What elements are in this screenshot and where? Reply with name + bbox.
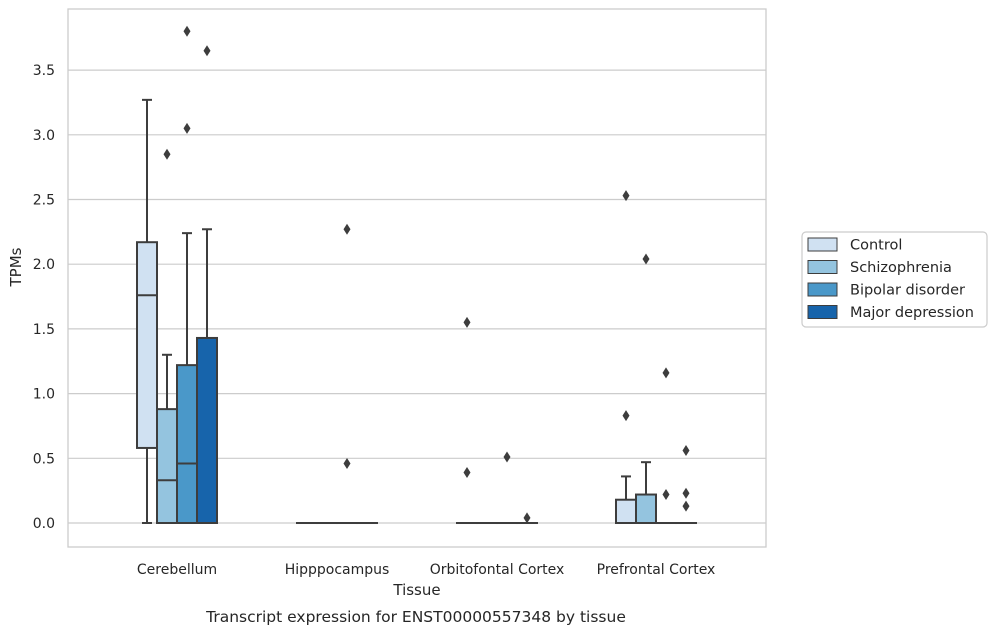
box-body — [137, 242, 157, 448]
box-body — [157, 409, 177, 523]
x-tick-label: Orbitofontal Cortex — [430, 562, 565, 578]
y-tick-label: 2.5 — [33, 193, 55, 209]
y-tick-label: 3.5 — [33, 63, 55, 79]
x-tick-label: Prefrontal Cortex — [597, 562, 716, 578]
legend-swatch — [808, 283, 837, 296]
chart-caption: Transcript expression for ENST0000055734… — [205, 608, 626, 626]
y-axis-label: TPMs — [7, 247, 25, 287]
box-body — [177, 365, 197, 523]
y-tick-label: 2.0 — [33, 257, 55, 273]
x-tick-label: Hipppocampus — [285, 562, 390, 578]
y-tick-label: 3.0 — [33, 128, 55, 144]
legend-label: Schizophrenia — [850, 260, 952, 276]
y-tick-label: 0.5 — [33, 451, 55, 467]
x-axis-label: Tissue — [392, 581, 440, 599]
legend-label: Bipolar disorder — [850, 283, 965, 299]
box-body — [636, 495, 656, 523]
legend-swatch — [808, 238, 837, 251]
y-tick-label: 1.0 — [33, 387, 55, 403]
legend-swatch — [808, 306, 837, 319]
legend-label: Major depression — [850, 305, 974, 321]
legend: Control Schizophrenia Bipolar disorder Majo… — [802, 232, 987, 327]
y-tick-label: 1.5 — [33, 322, 55, 338]
legend-label: Control — [850, 238, 902, 254]
x-tick-label: Cerebellum — [137, 562, 217, 578]
box-body — [197, 338, 217, 523]
y-tick-label: 0.0 — [33, 516, 55, 532]
box-body — [616, 500, 636, 523]
legend-swatch — [808, 261, 837, 274]
